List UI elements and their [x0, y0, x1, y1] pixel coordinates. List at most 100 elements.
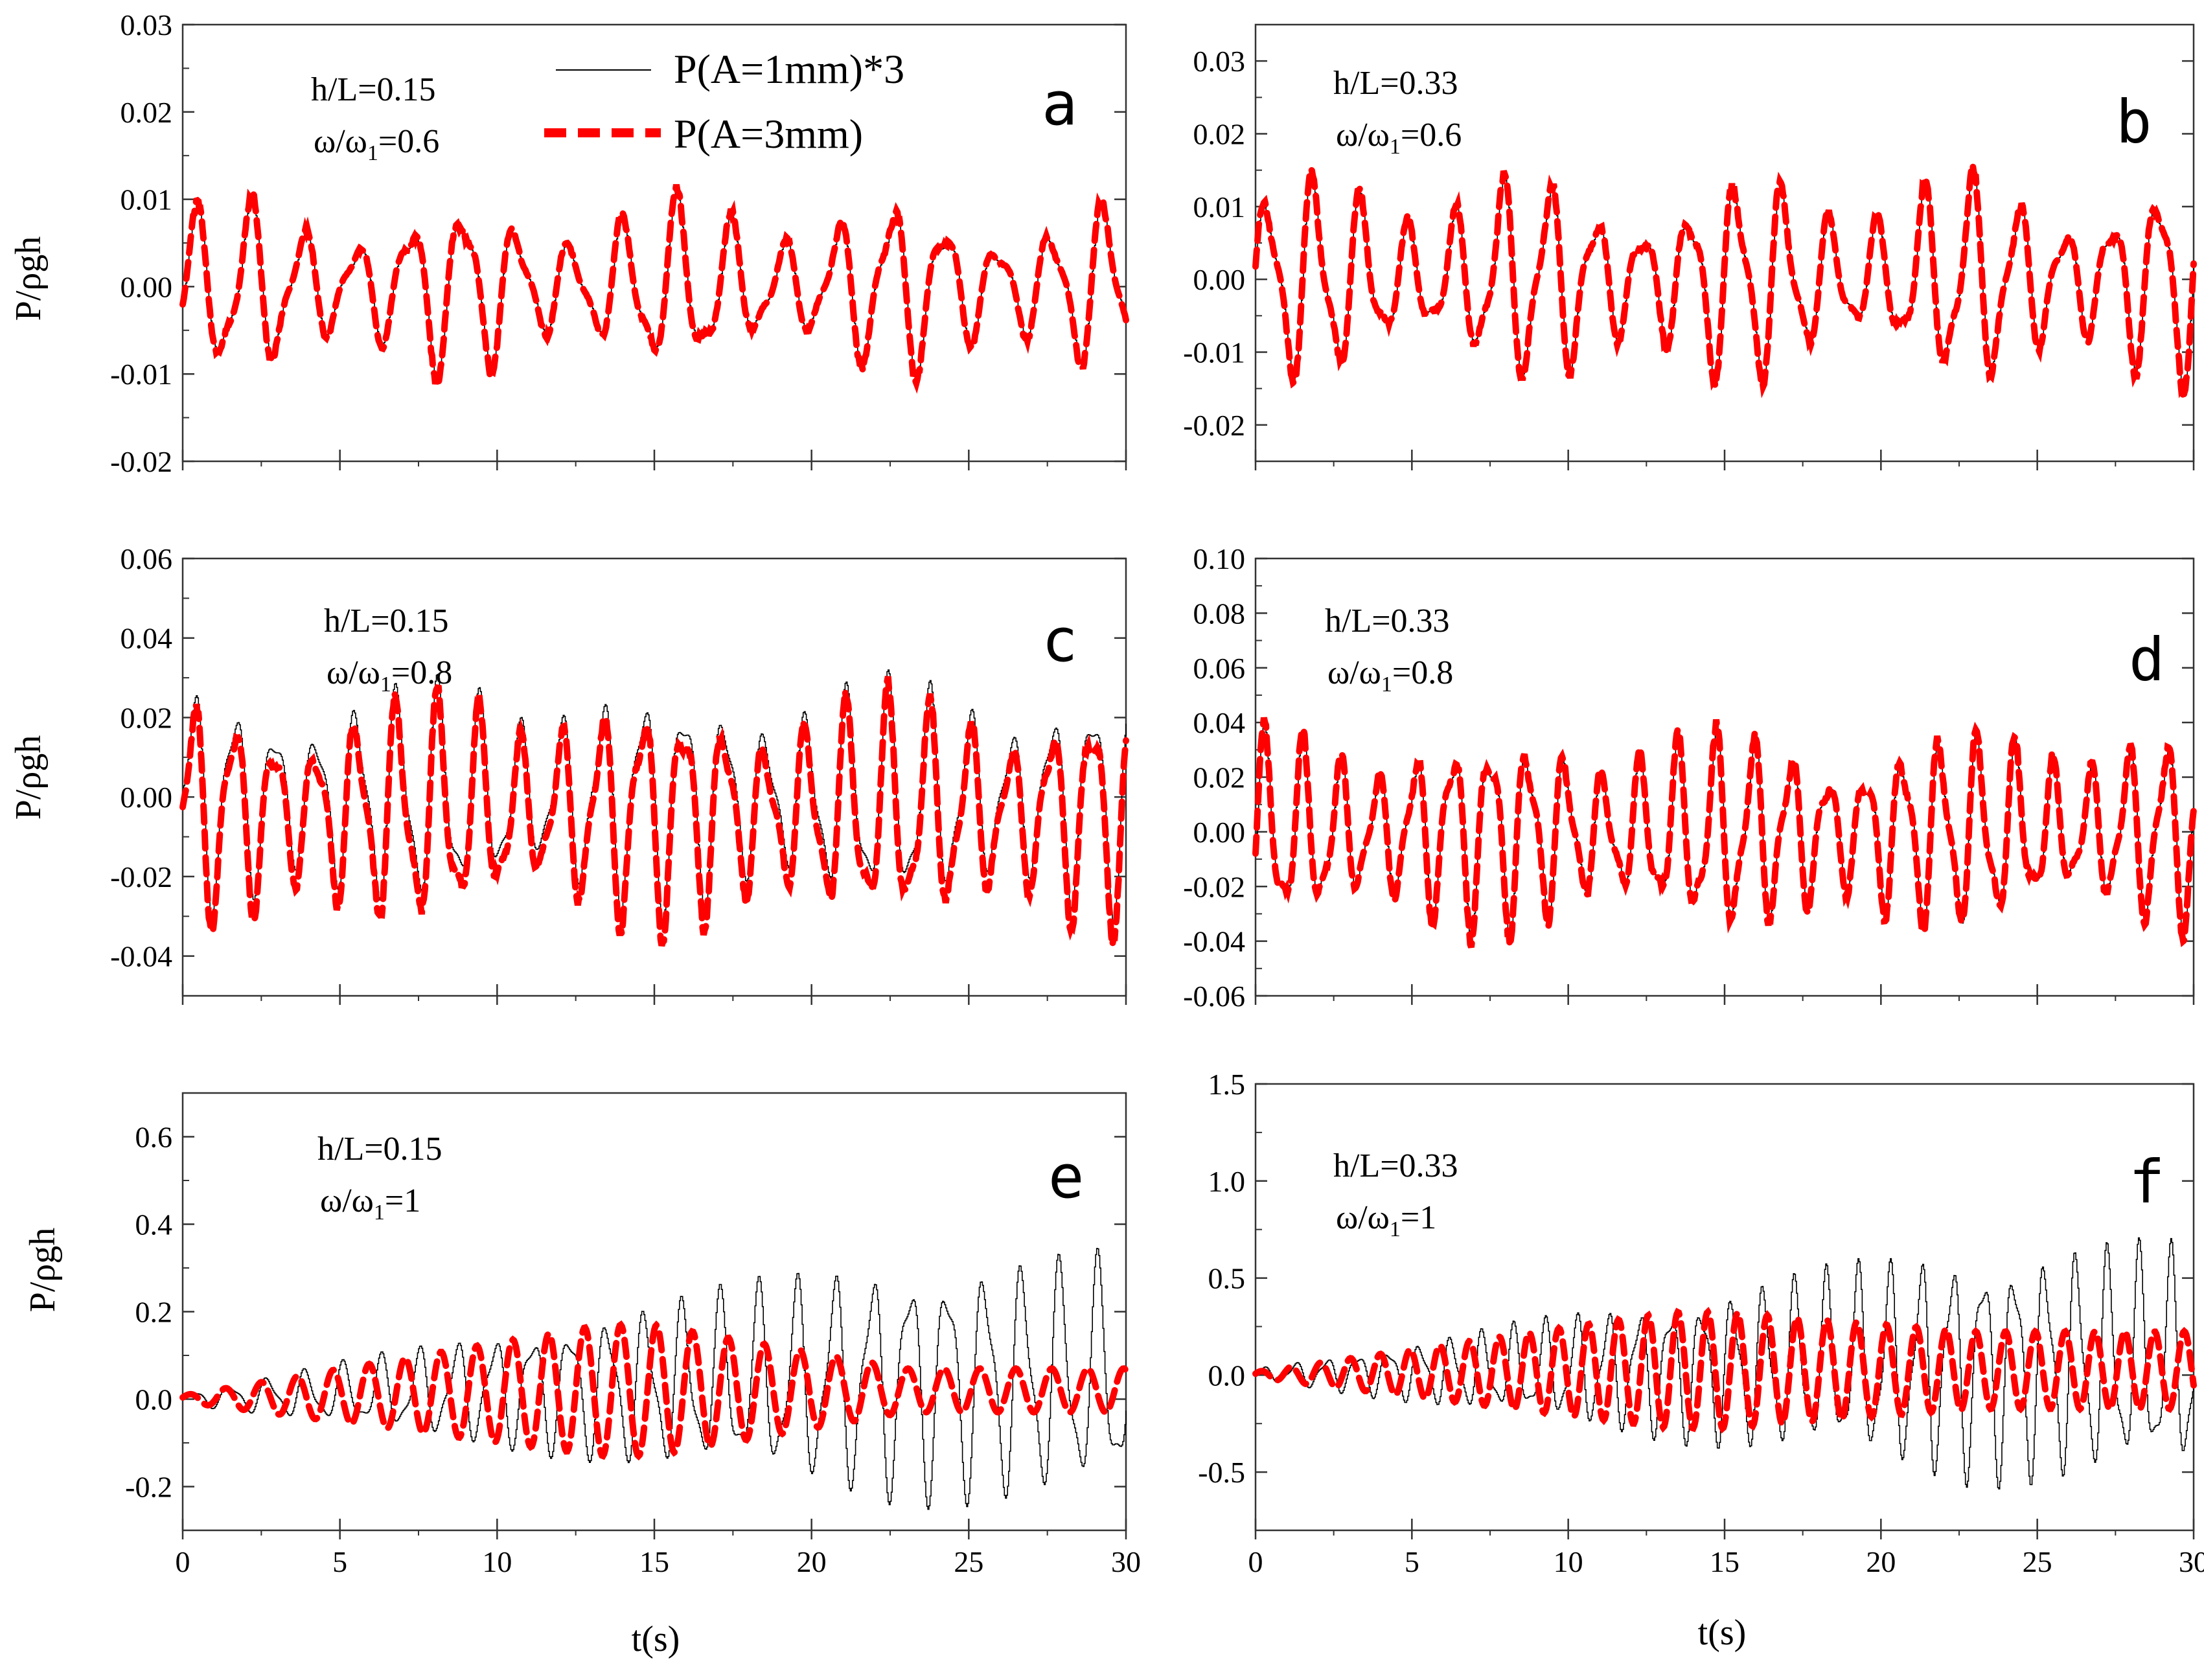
annot-freq-prefix: ω/ω	[1336, 117, 1390, 154]
annot-freq-prefix: ω/ω	[320, 1182, 374, 1219]
panel-f-annot-freq: ω/ω1=1	[1336, 1199, 1436, 1241]
panel-c-y-tick-label: 0.02	[121, 701, 173, 734]
panel-b: -0.02 -0.01 0.00 0.01 0.02 0.03 b h/L=0.33 ω/ω1=…	[1183, 23, 2197, 470]
annot-freq-suffix: =0.8	[391, 654, 452, 691]
y-axis-title-row1: P/ρgh	[8, 236, 49, 321]
panel-c-y-tick-label: -0.04	[110, 940, 172, 973]
panel-f-x-tick-label: 15	[1710, 1545, 1739, 1578]
panel-f-x-tick-label: 20	[1866, 1545, 1896, 1578]
annot-freq-prefix: ω/ω	[314, 123, 367, 160]
panel-e-x-tick-label: 25	[954, 1545, 983, 1578]
annot-freq-suffix: =0.8	[1392, 654, 1453, 691]
panel-b-series-large	[1252, 161, 2197, 400]
panel-f-y-tick-label: 1.5	[1208, 1068, 1246, 1101]
annot-freq-subscript: 1	[380, 673, 391, 696]
panel-b-y-tick-label: 0.01	[1193, 190, 1246, 224]
panel-d-y-tick-label: 0.04	[1193, 706, 1246, 739]
panel-e-y-tick-label: 0.2	[135, 1296, 173, 1329]
panel-c-annot-freq: ω/ω1=0.8	[327, 654, 452, 696]
x-axis-title-left: t(s)	[632, 1619, 680, 1659]
annot-freq-subscript: 1	[374, 1201, 385, 1225]
panel-d-y-tick-label: 0.08	[1193, 597, 1246, 630]
panel-f-y-tick-label: 0.0	[1208, 1359, 1246, 1392]
panel-c: -0.04 -0.02 0.00 0.02 0.04 0.06 c h/L=0.15 ω/ω1=…	[110, 542, 1129, 1005]
panel-d-series-large	[1252, 717, 2197, 949]
legend-label-small: P(A=1mm)*3	[674, 46, 904, 92]
annot-freq-suffix: =0.6	[378, 123, 439, 160]
panel-b-y-tick-label: -0.01	[1183, 336, 1245, 369]
panel-d-annot-freq: ω/ω1=0.8	[1327, 654, 1453, 696]
panel-f-x-tick-label: 0	[1248, 1545, 1263, 1578]
panel-e-x-tick-label: 15	[639, 1545, 669, 1578]
panel-d-y-tick-label: 0.02	[1193, 761, 1246, 794]
annot-freq-subscript: 1	[1390, 135, 1401, 159]
panel-b-annot-freq: ω/ω1=0.6	[1336, 117, 1462, 159]
panel-c-y-tick-label: 0.00	[121, 781, 173, 814]
panel-f-y-tick-label: 0.5	[1208, 1262, 1246, 1295]
panel-a-y-tick-label: -0.02	[110, 445, 172, 478]
panel-e-letter: e	[1048, 1142, 1084, 1212]
panel-e-series-small	[183, 1248, 1127, 1510]
panel-f-x-tick-label: 10	[1554, 1545, 1583, 1578]
panel-b-y-tick-label: 0.00	[1193, 263, 1246, 296]
panel-a-annot-freq: ω/ω1=0.6	[314, 123, 439, 165]
panel-b-letter: b	[2116, 87, 2152, 157]
panel-e: -0.2 0.0 0.2 0.4 0.6 0 5 10 15 20 25 30 e h/L=0.15 ω/ω…	[125, 1092, 1141, 1578]
annot-freq-suffix: =1	[1401, 1199, 1436, 1236]
panel-f-x-tick-label: 5	[1405, 1545, 1419, 1578]
panel-e-y-tick-label: 0.6	[135, 1121, 173, 1154]
panel-e-series-large	[179, 1320, 1129, 1461]
panel-a-y-tick-label: -0.01	[110, 358, 172, 391]
annot-freq-subscript: 1	[1390, 1217, 1401, 1241]
panel-a-y-tick-label: 0.01	[121, 183, 173, 216]
panel-e-y-tick-label: 0.4	[135, 1208, 173, 1241]
annot-freq-suffix: =1	[385, 1182, 420, 1219]
legend: P(A=1mm)*3 P(A=3mm)	[544, 46, 904, 157]
annot-freq-prefix: ω/ω	[1336, 1199, 1390, 1236]
annot-freq-prefix: ω/ω	[327, 654, 380, 691]
y-axis-title-row2: P/ρgh	[8, 735, 49, 820]
panel-c-y-tick-label: 0.06	[121, 542, 173, 575]
panel-f: -0.5 0.0 0.5 1.0 1.5 0 5 10 15 20 25 30 f h/L=0.33 ω/ω…	[1198, 1068, 2204, 1578]
panel-d-y-tick-label: -0.02	[1183, 870, 1245, 903]
panel-a-y-tick-label: 0.03	[121, 8, 173, 41]
annot-freq-suffix: =0.6	[1401, 117, 1462, 154]
panel-a-series-large	[179, 179, 1129, 394]
panel-a-y-tick-label: 0.02	[121, 96, 173, 129]
panel-d-y-tick-label: -0.06	[1183, 980, 1245, 1013]
panel-a-annot-ratio: h/L=0.15	[311, 71, 436, 108]
panel-b-annot-ratio: h/L=0.33	[1333, 65, 1458, 102]
panel-e-x-tick-label: 30	[1111, 1545, 1141, 1578]
panel-d-y-tick-label: 0.10	[1193, 542, 1246, 575]
panel-d: -0.06 -0.04 -0.02 0.00 0.02 0.04 0.06 0.08 0.10 d…	[1183, 542, 2197, 1013]
panel-f-y-tick-label: 1.0	[1208, 1165, 1246, 1198]
panel-f-y-tick-label: -0.5	[1198, 1456, 1245, 1489]
panel-f-x-tick-label: 30	[2179, 1545, 2204, 1578]
panel-e-x-tick-label: 20	[797, 1545, 827, 1578]
panel-a-letter: a	[1042, 69, 1077, 139]
panel-d-y-tick-label: -0.04	[1183, 925, 1245, 958]
panels: -0.02-0.010.000.010.020.03ah/L=0.15ω/ω1=…	[110, 8, 2204, 1578]
annot-freq-subscript: 1	[367, 141, 378, 165]
panel-c-y-tick-label: 0.04	[121, 622, 173, 655]
panel-e-x-tick-label: 0	[176, 1545, 190, 1578]
panel-f-series-large	[1252, 1306, 2197, 1434]
panel-d-y-tick-label: 0.00	[1193, 816, 1246, 849]
panel-e-y-tick-label: 0.0	[135, 1383, 173, 1416]
panel-d-letter: d	[2129, 625, 2164, 695]
panel-b-y-tick-label: 0.03	[1193, 45, 1246, 78]
panel-b-y-tick-label: 0.02	[1193, 118, 1246, 151]
panel-e-x-tick-label: 10	[482, 1545, 512, 1578]
panel-c-y-tick-label: -0.02	[110, 860, 172, 893]
panel-b-y-tick-label: -0.02	[1183, 409, 1245, 442]
panel-d-y-tick-label: 0.06	[1193, 652, 1246, 685]
legend-label-large: P(A=3mm)	[674, 111, 863, 157]
panel-f-letter: f	[2129, 1147, 2164, 1217]
panel-f-series-small	[1256, 1237, 2194, 1490]
panel-f-annot-ratio: h/L=0.33	[1333, 1147, 1458, 1184]
panel-a-y-tick-label: 0.00	[121, 270, 173, 303]
panel-c-series-large	[179, 676, 1129, 947]
panel-d-annot-ratio: h/L=0.33	[1325, 603, 1450, 639]
panel-e-annot-freq: ω/ω1=1	[320, 1182, 420, 1225]
